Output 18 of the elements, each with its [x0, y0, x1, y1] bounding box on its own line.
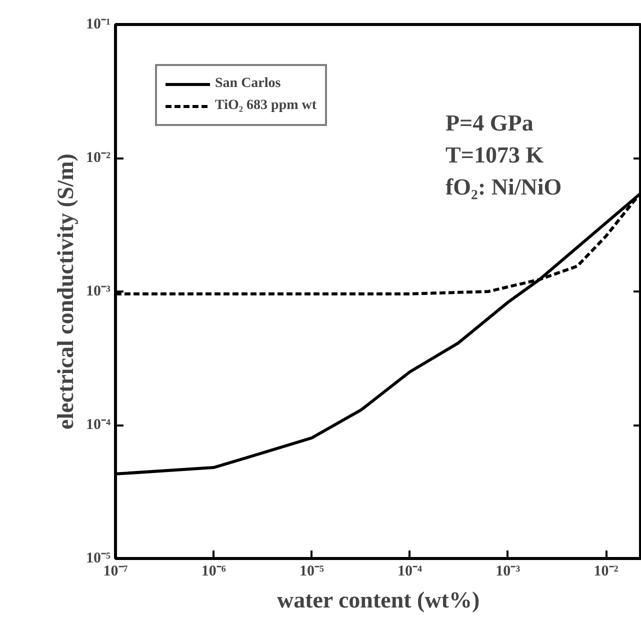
x-tick-label: 10⁻³: [496, 564, 521, 580]
x-tick-label: 10⁻⁵: [299, 564, 324, 580]
annotation: T=1073 K: [446, 142, 544, 168]
legend-label: TiO₂ 683 ppm wt: [215, 98, 317, 114]
y-tick-label: 10⁻³: [86, 284, 112, 300]
x-axis-title: water content (wt%): [276, 588, 480, 612]
y-tick-label: 10⁻¹: [86, 16, 111, 32]
legend-label: San Carlos: [215, 76, 281, 92]
x-tick-label: 10⁻⁴: [398, 564, 423, 580]
y-axis-title: electrical conductivity (S/m): [53, 154, 78, 430]
x-tick-label: 10⁻⁶: [201, 564, 226, 580]
y-tick-label: 10⁻²: [86, 150, 112, 166]
annotation: P=4 GPa: [446, 110, 534, 136]
y-tick-label: 10⁻⁵: [86, 550, 112, 566]
y-tick-label: 10⁻⁴: [86, 417, 112, 433]
annotation: fO₂: Ni/NiO: [446, 174, 562, 200]
x-tick-label: 10⁻²: [594, 564, 619, 580]
x-tick-label: 10⁻⁷: [103, 564, 128, 580]
